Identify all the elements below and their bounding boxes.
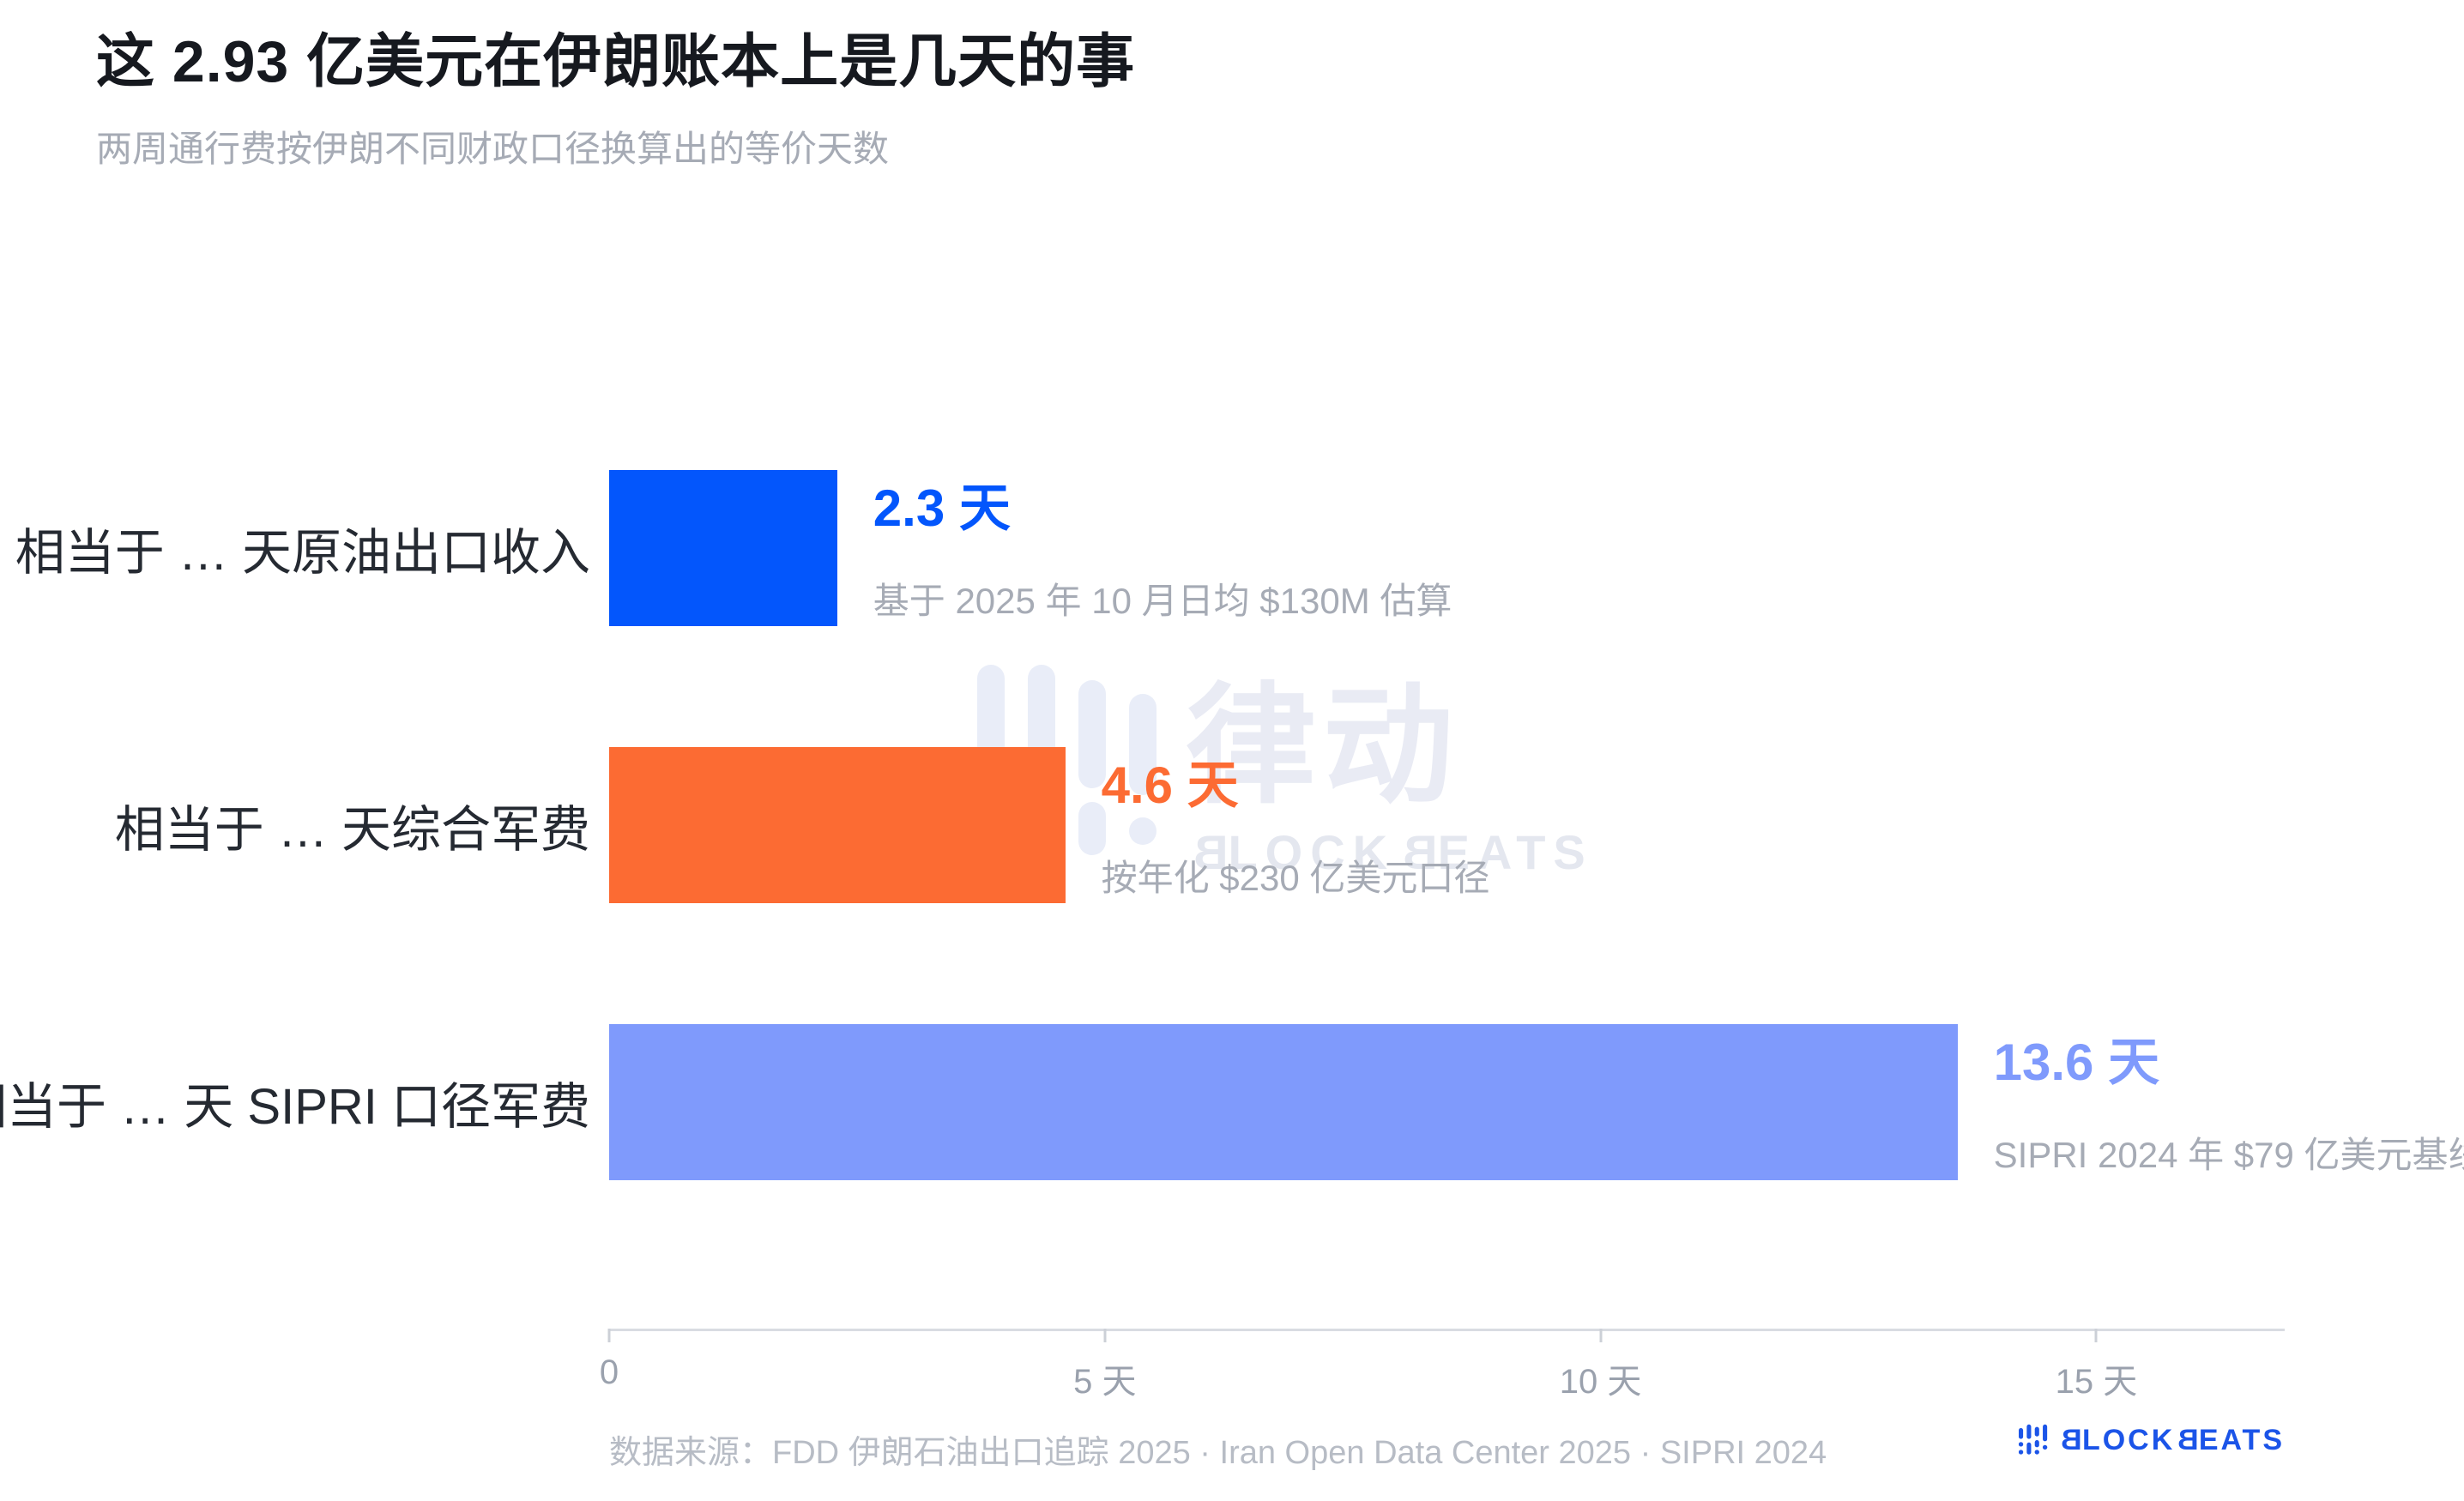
category-label: 相当于 … 天综合军费	[114, 802, 590, 858]
page-title: 这 2.93 亿美元在伊朗账本上是几天的事	[96, 29, 1136, 94]
bar-annotation: 13.6 天 SIPRI 2024 年 $79 亿美元基线	[1993, 1024, 2464, 1180]
bar-oil-exports	[609, 470, 837, 626]
axis-tick-label: 15 天	[2055, 1363, 2138, 1401]
axis-tick-mark	[1103, 1329, 1107, 1342]
value-label: 4.6 天	[1101, 757, 1239, 814]
bar-sipri-budget	[609, 1024, 1958, 1180]
blockbeats-logo: BLOCKBEATS	[2019, 1422, 2285, 1458]
bar-military-budget	[609, 747, 1066, 903]
category-label: 相当于 … 天 SIPRI 口径军费	[0, 1079, 590, 1135]
blockbeats-logo-icon	[2019, 1424, 2048, 1455]
axis-tick-label: 10 天	[1559, 1363, 1642, 1401]
bar-annotation: 2.3 天 基于 2025 年 10 月日均 $130M 估算	[873, 470, 1452, 626]
value-note: SIPRI 2024 年 $79 亿美元基线	[1993, 1135, 2464, 1175]
axis-tick-mark	[2094, 1329, 2098, 1342]
axis-tick-label: 0	[599, 1353, 619, 1391]
axis-tick-mark	[607, 1329, 611, 1342]
value-note: 基于 2025 年 10 月日均 $130M 估算	[873, 581, 1452, 621]
blockbeats-logo-text: BLOCKBEATS	[2058, 1423, 2285, 1456]
bar-annotation: 4.6 天 按年化 $230 亿美元口径	[1101, 747, 1490, 903]
bar-row-oil-exports: 相当于 … 天原油出口收入 2.3 天 基于 2025 年 10 月日均 $13…	[15, 470, 2285, 626]
bar-row-military-budget: 相当于 … 天综合军费 4.6 天 按年化 $230 亿美元口径	[115, 747, 2285, 903]
data-source-text: 数据来源：FDD 伊朗石油出口追踪 2025 · Iran Open Data …	[609, 1435, 1827, 1471]
value-label: 13.6 天	[1993, 1034, 2160, 1091]
axis-tick-mark	[1599, 1329, 1603, 1342]
axis-tick-label: 5 天	[1073, 1363, 1137, 1401]
x-axis-line	[609, 1329, 2285, 1331]
category-label: 相当于 … 天原油出口收入	[15, 525, 590, 581]
page-subtitle: 两周通行费按伊朗不同财政口径换算出的等价天数	[96, 129, 890, 169]
bar-row-sipri-budget: 相当于 … 天 SIPRI 口径军费 13.6 天 SIPRI 2024 年 $…	[0, 1024, 2464, 1180]
value-label: 2.3 天	[873, 479, 1011, 537]
value-note: 按年化 $230 亿美元口径	[1101, 858, 1490, 898]
